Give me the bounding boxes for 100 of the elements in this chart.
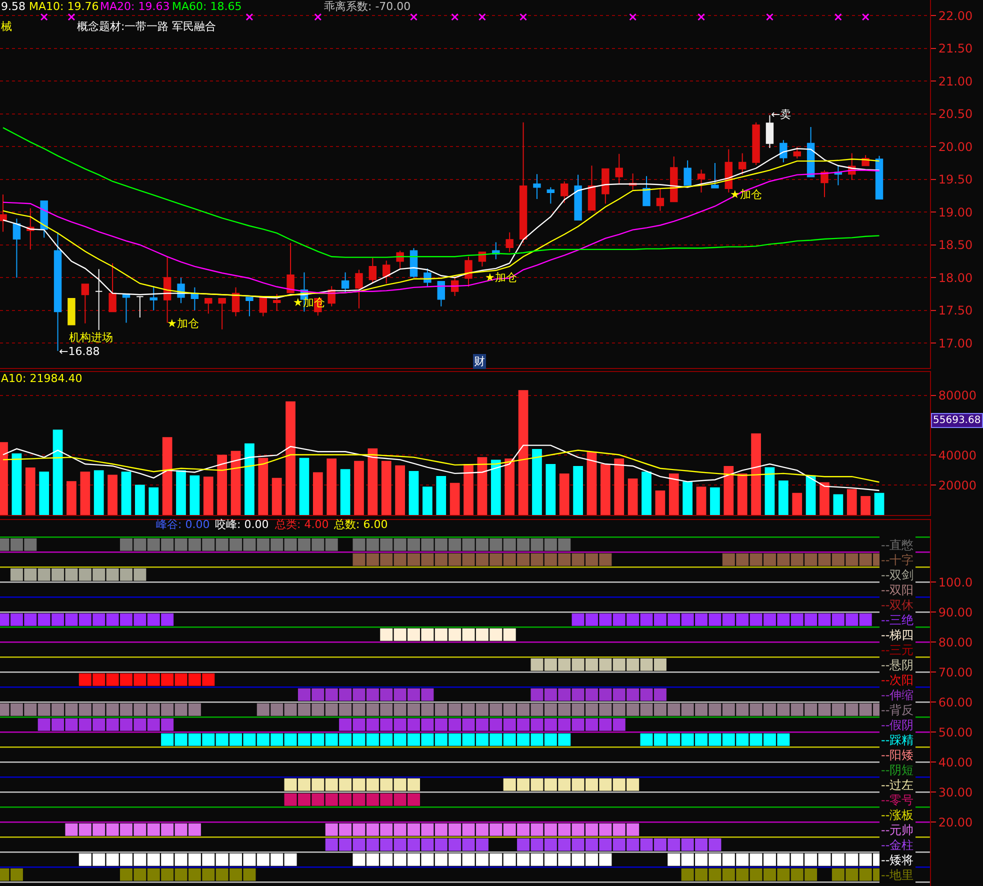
point [585,613,598,626]
point [530,718,544,731]
point [832,613,844,626]
point [517,838,530,851]
point [503,718,516,731]
point [517,718,530,731]
point [777,553,790,566]
point [106,823,119,836]
point [78,718,92,731]
point [339,778,352,791]
point [188,853,201,866]
point [654,688,666,701]
point [243,538,256,551]
y-tick-label: 40000 [938,448,977,462]
bar [464,464,474,516]
point [832,868,844,881]
point [572,838,584,851]
point [558,733,571,746]
series-label: --背反 [881,703,914,717]
point [448,823,462,836]
point [476,733,488,746]
point [763,613,776,626]
point [394,733,406,746]
point [394,853,406,866]
point [476,628,488,641]
point [818,853,831,866]
point [352,838,366,851]
point [421,688,434,701]
bar [299,458,310,516]
point [612,838,626,851]
point [284,793,297,806]
bar [135,484,145,516]
annotation: MA20: 19.63 [100,0,170,13]
point [65,718,78,731]
point [804,553,818,566]
bar [477,457,488,516]
bar [792,492,802,516]
point [120,673,132,686]
bar [846,489,857,516]
point [174,868,188,881]
point [216,733,228,746]
annotation: MA60: 18.65 [172,0,242,13]
point [503,628,516,641]
point [818,613,831,626]
candlestick [464,256,472,288]
point [695,613,708,626]
y-tick-label: 18.50 [938,238,973,252]
bar [408,471,419,516]
point [476,853,488,866]
point [777,868,790,881]
point [448,718,462,731]
point [161,823,174,836]
candlestick [150,286,158,311]
point [230,868,242,881]
point [325,688,338,701]
point [120,568,132,581]
candlestick [424,268,432,288]
point [366,538,379,551]
point [394,778,406,791]
candlestick [711,162,719,188]
point [750,613,762,626]
y-tick-label: 60.00 [938,695,973,710]
bar [52,430,63,516]
point [681,613,694,626]
point [777,853,790,866]
point [585,718,598,731]
point [804,868,818,881]
y-tick-label: 17.00 [938,336,973,350]
point [599,718,612,731]
point [544,778,557,791]
bar [354,460,364,516]
point [626,778,640,791]
text: --过左 [881,778,914,792]
point [736,613,749,626]
point [804,613,818,626]
point [572,823,584,836]
point [462,838,475,851]
point [763,553,776,566]
bar [614,458,624,516]
annotation: A10: 21984.40 [1,372,82,385]
point [147,613,160,626]
y-tick-label: 20.50 [938,107,973,122]
point [708,838,722,851]
point [654,658,666,671]
point [270,853,284,866]
point [503,553,516,566]
candlestick [382,260,390,284]
point [572,658,584,671]
point [490,718,502,731]
candlestick [780,140,788,163]
point [668,853,680,866]
point [298,688,310,701]
point [92,613,106,626]
point [585,688,598,701]
point [517,538,530,551]
point [572,688,584,701]
point [366,778,379,791]
point [558,538,571,551]
bar [312,472,323,516]
point [161,868,174,881]
